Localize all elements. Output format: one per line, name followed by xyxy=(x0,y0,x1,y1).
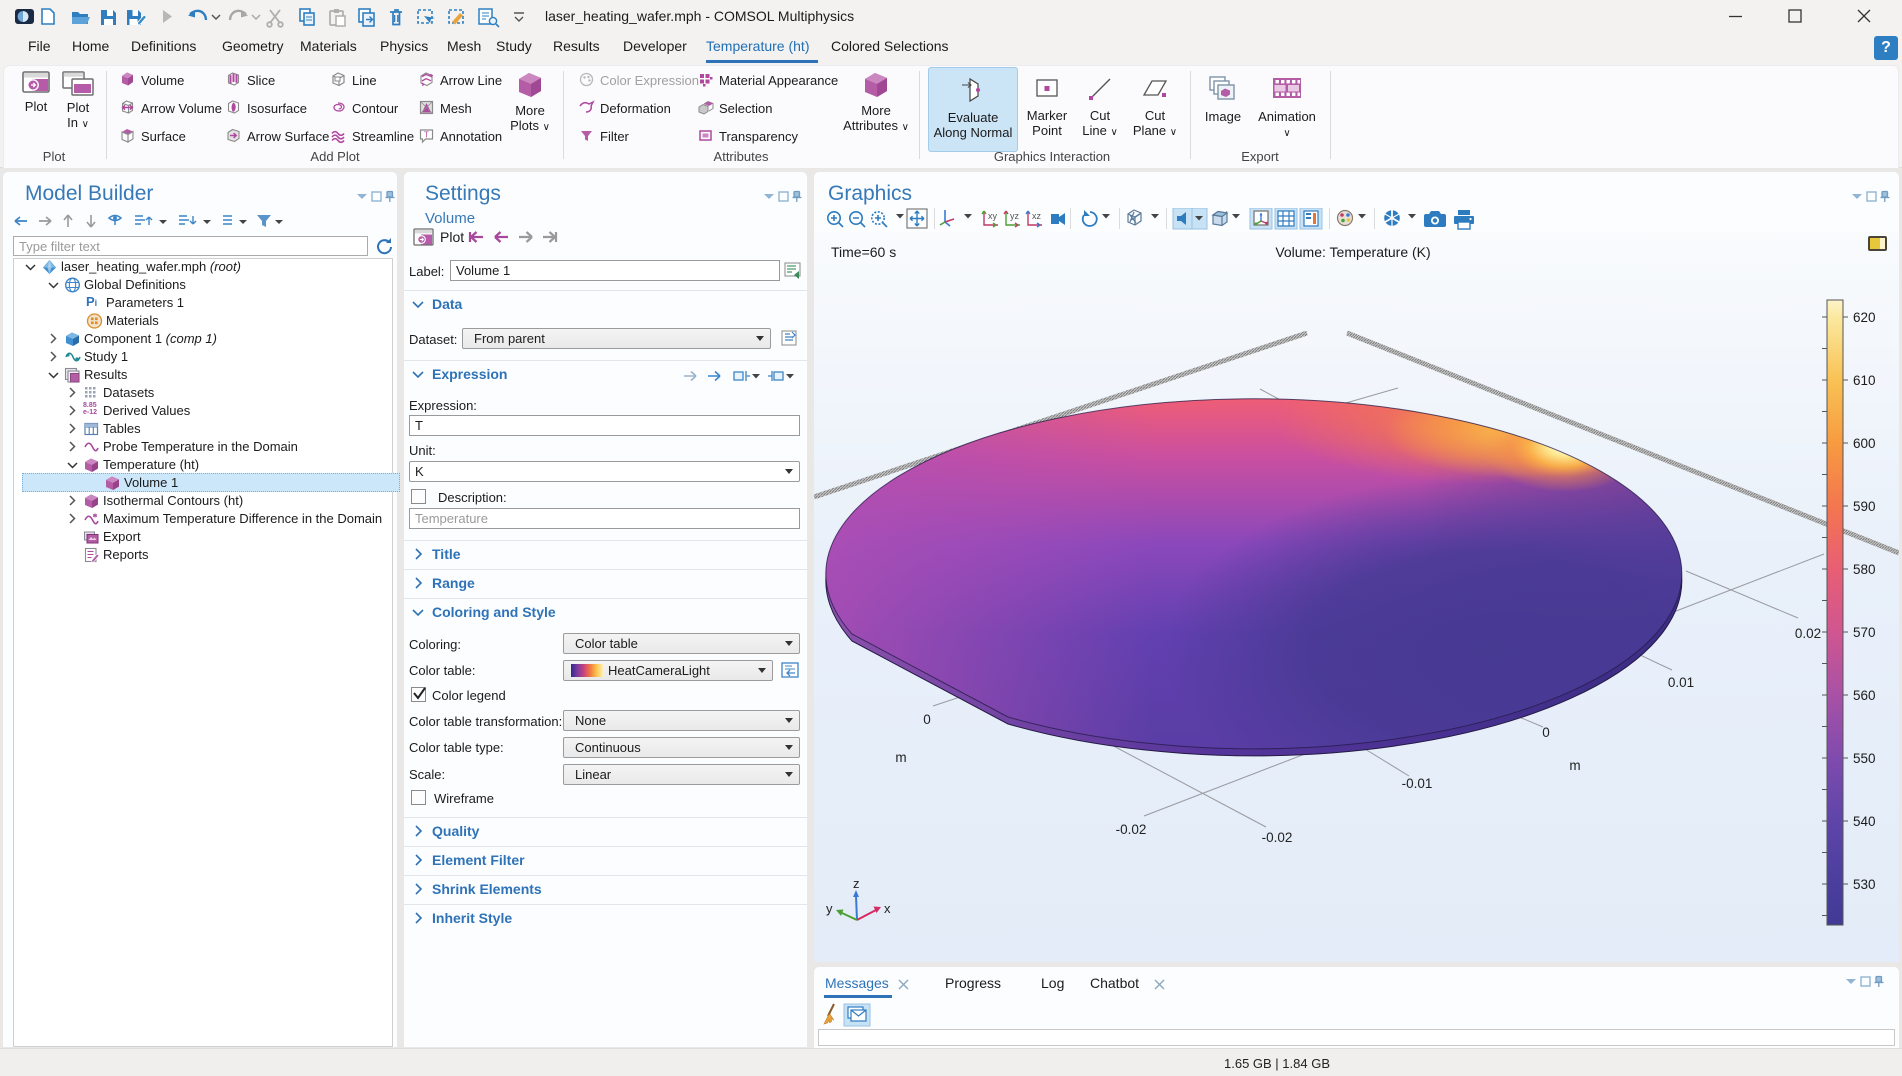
svg-text:m: m xyxy=(1569,758,1580,773)
svg-text:550: 550 xyxy=(1853,751,1876,766)
svg-text:0.01: 0.01 xyxy=(1668,675,1694,690)
svg-text:y: y xyxy=(826,901,833,916)
svg-text:570: 570 xyxy=(1853,625,1876,640)
svg-text:m: m xyxy=(895,750,906,765)
svg-text:xz: xz xyxy=(1032,211,1042,221)
svg-text:-0.01: -0.01 xyxy=(1402,776,1433,791)
svg-text:610: 610 xyxy=(1853,373,1876,388)
svg-text:560: 560 xyxy=(1853,688,1876,703)
svg-text:530: 530 xyxy=(1853,877,1876,892)
svg-text:x: x xyxy=(884,901,891,916)
svg-text:0: 0 xyxy=(923,712,931,727)
svg-text:540: 540 xyxy=(1853,814,1876,829)
svg-text:xy: xy xyxy=(988,211,998,221)
svg-text:590: 590 xyxy=(1853,499,1876,514)
svg-text:T: T xyxy=(424,131,429,140)
svg-text:z: z xyxy=(853,876,860,891)
svg-text:600: 600 xyxy=(1853,436,1876,451)
svg-text:-0.02: -0.02 xyxy=(1116,822,1147,837)
svg-text:580: 580 xyxy=(1853,562,1876,577)
svg-text:0.02: 0.02 xyxy=(1795,626,1821,641)
svg-text:Plot: Plot xyxy=(440,229,464,245)
svg-text:yz: yz xyxy=(1010,211,1020,221)
svg-text:Volume: Temperature (K): Volume: Temperature (K) xyxy=(1275,244,1430,260)
svg-text:-0.02: -0.02 xyxy=(1262,830,1293,845)
svg-text:620: 620 xyxy=(1853,310,1876,325)
svg-text:Time=60 s: Time=60 s xyxy=(831,244,896,260)
svg-text:0: 0 xyxy=(1542,725,1550,740)
